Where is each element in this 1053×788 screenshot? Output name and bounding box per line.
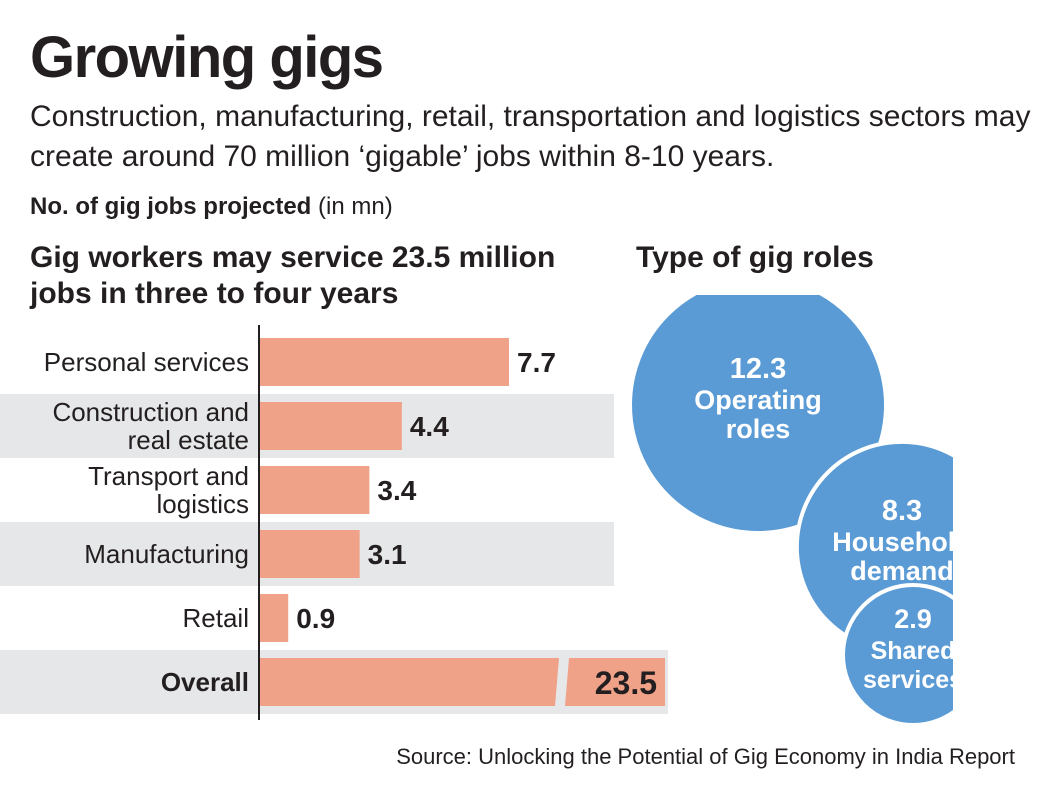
category-label-overall: Overall [161, 667, 249, 697]
bubble-value-shared-services: 2.9 [894, 604, 932, 634]
value-label-personal-services: 7.7 [517, 347, 556, 378]
bar-transport-and-logistics [259, 466, 370, 514]
category-label-retail: Retail [183, 603, 249, 633]
category-label-personal-services: Personal services [44, 347, 249, 377]
value-label-transport-and-logistics: 3.4 [377, 475, 416, 506]
bubble-label-shared-services: Sharedservices [863, 637, 953, 694]
bubble-label-household-demand: Householddemand [832, 527, 953, 586]
chart-title: Growing gigs [30, 25, 384, 90]
bar-overall [259, 658, 559, 706]
category-label-transport-and-logistics: Transport and logistics [88, 461, 249, 519]
bar-chart: Personal services 7.7 Construction and real… [0, 325, 668, 720]
bubble-label-operating-roles: Operating roles [694, 385, 822, 444]
value-label-manufacturing: 3.1 [368, 539, 407, 570]
chart-subtitle: Construction, manufacturing, retail, tra… [30, 100, 1031, 173]
bar-retail [259, 594, 289, 642]
bubble-value-operating-roles: 12.3 [730, 353, 786, 385]
value-label-retail: 0.9 [296, 603, 335, 634]
unit-label: No. of gig jobs projected (in mn) [30, 191, 393, 223]
bar-chart-title: Gig workers may service 23.5 million job… [30, 241, 556, 310]
category-label-manufacturing: Manufacturing [84, 539, 249, 569]
bubble-value-household-demand: 8.3 [882, 495, 922, 527]
bubble-shared-services [841, 583, 953, 725]
bubble-chart-title: Type of gig roles [636, 241, 874, 274]
value-label-overall: 23.5 [595, 665, 657, 701]
source-note: Source: Unlocking the Potential of Gig E… [396, 744, 1015, 769]
unit-label-unit: (in mn) [318, 193, 393, 220]
category-label-construction-and-real-estate: Construction and real estate [52, 397, 249, 455]
bar-personal-services [259, 338, 509, 386]
bar-construction-and-real-estate [259, 402, 402, 450]
unit-label-bold: No. of gig jobs projected [30, 193, 312, 220]
value-label-construction-and-real-estate: 4.4 [410, 411, 449, 442]
bar-manufacturing [259, 530, 360, 578]
bar-overall-continued [565, 658, 665, 706]
bubble-operating-roles [628, 295, 888, 535]
